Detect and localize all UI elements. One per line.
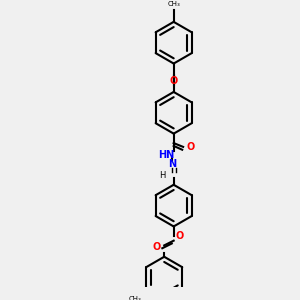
Text: H: H: [159, 171, 166, 180]
Text: N: N: [168, 159, 176, 169]
Text: O: O: [152, 242, 161, 252]
Text: HN: HN: [158, 150, 174, 161]
Text: O: O: [176, 231, 184, 241]
Text: O: O: [187, 142, 195, 152]
Text: CH₃: CH₃: [128, 296, 141, 300]
Text: CH₃: CH₃: [167, 1, 180, 7]
Text: O: O: [169, 76, 178, 85]
